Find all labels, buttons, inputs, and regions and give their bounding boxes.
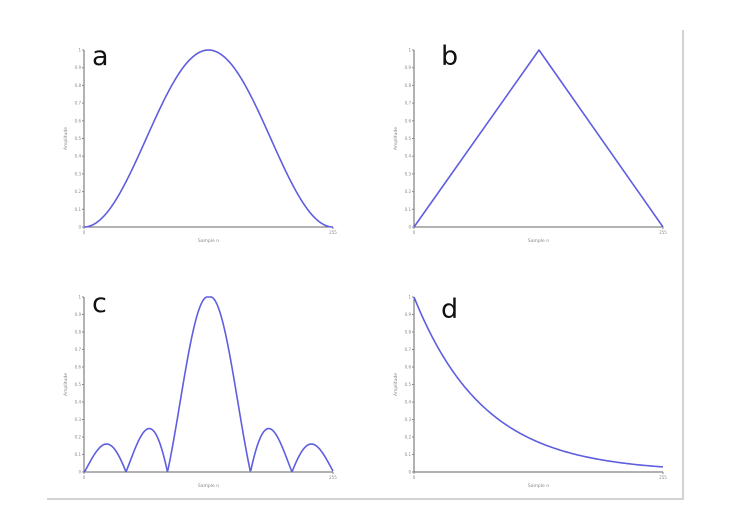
x-axis-label: Sample n (528, 238, 549, 244)
y-tick-label: 0.9 (75, 312, 82, 317)
x-axis-label: Sample n (198, 238, 219, 244)
y-tick-label: 0.1 (75, 207, 82, 212)
panel-letter-a: a (92, 41, 109, 72)
x-tick-label: 255 (659, 230, 667, 235)
y-tick-label: 0 (78, 470, 81, 475)
y-tick-label: 0.8 (405, 330, 412, 335)
y-tick-label: 0.4 (405, 400, 412, 405)
y-tick-label: 0.5 (75, 136, 82, 141)
y-tick-label: 0.7 (405, 101, 412, 106)
panel-b: 0 0.1 0.2 0.3 0.4 0.5 0.6 0.7 0.8 0.9 1 0 255 Sample … (393, 41, 667, 244)
y-tick-label: 0.2 (75, 435, 82, 440)
y-tick-label: 1 (408, 48, 411, 53)
y-tick-label: 0.5 (405, 136, 412, 141)
series-line-a (83, 49, 334, 228)
x-tick-label: 255 (329, 475, 337, 480)
figure-canvas: 0 0.1 0.2 0.3 0.4 0.5 0.6 0.7 0.8 0.9 1 0 255 Sample … (63, 41, 667, 489)
panel-letter-d: d (441, 294, 458, 325)
panel-d: 0 0.1 0.2 0.3 0.4 0.5 0.6 0.7 0.8 0.9 1 0 255 Sample … (393, 294, 667, 489)
y-tick-label: 0.2 (405, 189, 412, 194)
y-tick-label: 0.4 (75, 400, 82, 405)
y-tick-label: 0.7 (405, 347, 412, 352)
y-tick-label: 0.2 (405, 435, 412, 440)
panel-letter-c: c (92, 288, 107, 319)
x-tick-label: 255 (659, 475, 667, 480)
y-tick-label: 0.1 (75, 452, 82, 457)
y-tick-label: 0 (408, 225, 411, 230)
y-axis-label: Amplitude (393, 127, 399, 150)
series-line-b (413, 49, 664, 228)
y-axis-label: Amplitude (393, 373, 399, 396)
y-tick-label: 0.2 (75, 189, 82, 194)
y-axis-label: Amplitude (63, 127, 69, 150)
y-tick-label: 0.9 (405, 312, 412, 317)
y-tick-label: 0.8 (405, 83, 412, 88)
x-axis-label: Sample n (198, 483, 219, 489)
y-tick-label: 0.6 (75, 365, 82, 370)
x-tick-label: 0 (413, 475, 416, 480)
figure-grid: 0 0.1 0.2 0.3 0.4 0.5 0.6 0.7 0.8 0.9 1 0 255 Sample … (47, 30, 684, 500)
x-tick-label: 0 (83, 475, 86, 480)
series-line-d (413, 296, 664, 468)
series-line-c (83, 296, 334, 473)
y-tick-label: 0.5 (75, 382, 82, 387)
y-tick-label: 0.8 (75, 330, 82, 335)
y-tick-label: 0.9 (75, 65, 82, 70)
y-tick-label: 0.3 (405, 417, 412, 422)
y-tick-label: 1 (78, 48, 81, 53)
y-tick-label: 0.8 (75, 83, 82, 88)
y-axis-label: Amplitude (63, 373, 69, 396)
y-tick-label: 0.3 (405, 171, 412, 176)
y-tick-label: 0.4 (75, 154, 82, 159)
y-tick-label: 0.5 (405, 382, 412, 387)
y-tick-label: 0.1 (405, 207, 412, 212)
y-tick-label: 0 (78, 225, 81, 230)
y-tick-label: 0.1 (405, 452, 412, 457)
panel-a: 0 0.1 0.2 0.3 0.4 0.5 0.6 0.7 0.8 0.9 1 0 255 Sample … (63, 41, 337, 244)
y-tick-label: 0.6 (75, 118, 82, 123)
panel-c: 0 0.1 0.2 0.3 0.4 0.5 0.6 0.7 0.8 0.9 1 0 255 Sample … (63, 288, 337, 489)
y-tick-label: 0.6 (405, 365, 412, 370)
y-tick-label: 0.7 (75, 101, 82, 106)
y-tick-label: 1 (78, 295, 81, 300)
y-tick-label: 0.3 (75, 171, 82, 176)
x-tick-label: 255 (329, 230, 337, 235)
y-tick-label: 0.7 (75, 347, 82, 352)
x-axis-label: Sample n (528, 483, 549, 489)
y-tick-label: 0.4 (405, 154, 412, 159)
y-tick-label: 0.3 (75, 417, 82, 422)
panel-letter-b: b (441, 41, 458, 72)
y-tick-label: 0.6 (405, 118, 412, 123)
x-tick-label: 0 (413, 230, 416, 235)
y-tick-label: 1 (408, 295, 411, 300)
y-tick-label: 0.9 (405, 65, 412, 70)
y-tick-label: 0 (408, 470, 411, 475)
x-tick-label: 0 (83, 230, 86, 235)
